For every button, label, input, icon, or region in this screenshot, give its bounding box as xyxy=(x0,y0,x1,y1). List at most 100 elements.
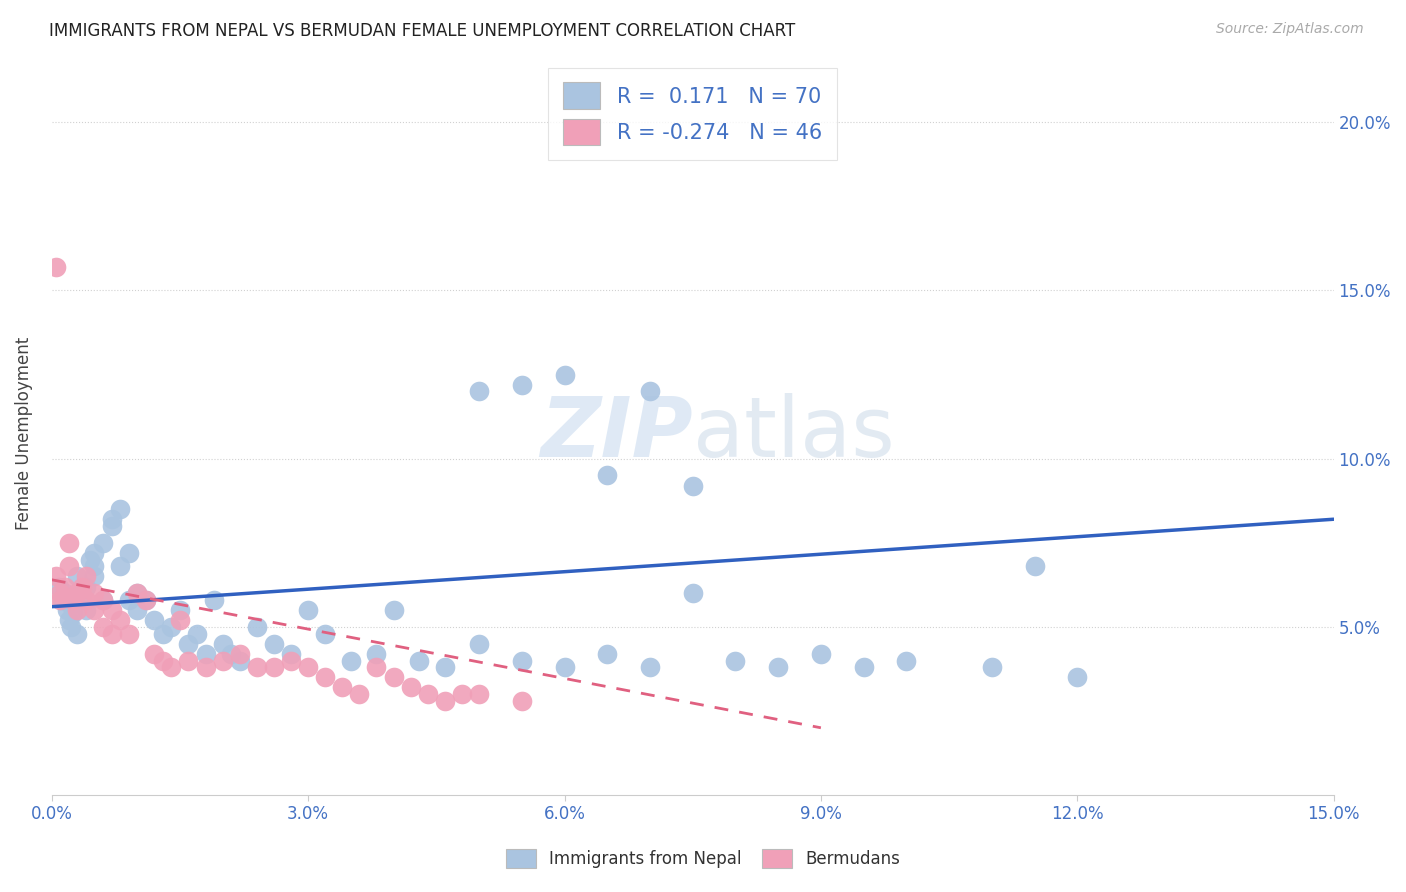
Point xyxy=(366,647,388,661)
Point xyxy=(263,660,285,674)
Point xyxy=(49,593,72,607)
Point xyxy=(79,552,101,566)
Point xyxy=(118,593,141,607)
Point xyxy=(330,681,353,695)
Point xyxy=(451,687,474,701)
Point xyxy=(91,593,114,607)
Point xyxy=(246,660,269,674)
Point xyxy=(127,603,149,617)
Text: atlas: atlas xyxy=(693,393,894,474)
Point xyxy=(56,603,79,617)
Point xyxy=(314,626,336,640)
Point xyxy=(83,546,105,560)
Text: ZIP: ZIP xyxy=(540,393,693,474)
Point xyxy=(143,647,166,661)
Point xyxy=(127,586,149,600)
Point xyxy=(143,613,166,627)
Point xyxy=(108,559,131,574)
Point xyxy=(75,580,97,594)
Point xyxy=(1066,670,1088,684)
Point xyxy=(297,660,319,674)
Point xyxy=(510,377,533,392)
Point xyxy=(100,626,122,640)
Point xyxy=(75,603,97,617)
Point xyxy=(100,512,122,526)
Point xyxy=(186,626,208,640)
Point xyxy=(58,596,80,610)
Point xyxy=(433,694,456,708)
Point xyxy=(314,670,336,684)
Point xyxy=(83,586,105,600)
Point xyxy=(382,603,405,617)
Point xyxy=(1024,559,1046,574)
Point xyxy=(45,569,67,583)
Point xyxy=(53,586,76,600)
Point xyxy=(45,260,67,274)
Point xyxy=(382,670,405,684)
Point xyxy=(280,653,302,667)
Point xyxy=(810,647,832,661)
Point xyxy=(211,637,233,651)
Point xyxy=(553,660,575,674)
Text: IMMIGRANTS FROM NEPAL VS BERMUDAN FEMALE UNEMPLOYMENT CORRELATION CHART: IMMIGRANTS FROM NEPAL VS BERMUDAN FEMALE… xyxy=(49,22,796,40)
Point xyxy=(118,546,141,560)
Point xyxy=(59,620,82,634)
Point xyxy=(468,687,491,701)
Point xyxy=(135,593,157,607)
Point xyxy=(135,593,157,607)
Point xyxy=(152,626,174,640)
Point xyxy=(433,660,456,674)
Point xyxy=(638,384,661,399)
Point xyxy=(682,478,704,492)
Point xyxy=(896,653,918,667)
Point xyxy=(366,660,388,674)
Point xyxy=(169,603,191,617)
Point xyxy=(51,593,73,607)
Point xyxy=(638,660,661,674)
Point xyxy=(852,660,875,674)
Point xyxy=(91,620,114,634)
Point xyxy=(246,620,269,634)
Point xyxy=(682,586,704,600)
Point xyxy=(169,613,191,627)
Point xyxy=(468,384,491,399)
Point xyxy=(160,620,183,634)
Point xyxy=(66,603,89,617)
Point xyxy=(100,519,122,533)
Point xyxy=(100,603,122,617)
Point xyxy=(70,593,93,607)
Point xyxy=(91,593,114,607)
Point xyxy=(280,647,302,661)
Point xyxy=(510,694,533,708)
Point xyxy=(75,593,97,607)
Point xyxy=(766,660,789,674)
Point xyxy=(91,535,114,549)
Y-axis label: Female Unemployment: Female Unemployment xyxy=(15,337,32,530)
Point xyxy=(416,687,439,701)
Point xyxy=(194,647,217,661)
Point xyxy=(211,653,233,667)
Point xyxy=(152,653,174,667)
Point xyxy=(724,653,747,667)
Legend: R =  0.171   N = 70, R = -0.274   N = 46: R = 0.171 N = 70, R = -0.274 N = 46 xyxy=(548,68,837,160)
Point xyxy=(349,687,371,701)
Point xyxy=(160,660,183,674)
Point xyxy=(66,626,89,640)
Point xyxy=(596,647,619,661)
Point xyxy=(118,626,141,640)
Point xyxy=(49,586,72,600)
Point xyxy=(127,586,149,600)
Point xyxy=(399,681,422,695)
Point xyxy=(58,559,80,574)
Point xyxy=(553,368,575,382)
Point xyxy=(58,535,80,549)
Point xyxy=(62,607,84,621)
Point xyxy=(75,569,97,583)
Point xyxy=(468,637,491,651)
Point xyxy=(980,660,1002,674)
Point xyxy=(108,502,131,516)
Point xyxy=(83,559,105,574)
Point xyxy=(510,653,533,667)
Point xyxy=(229,653,252,667)
Point xyxy=(177,653,200,667)
